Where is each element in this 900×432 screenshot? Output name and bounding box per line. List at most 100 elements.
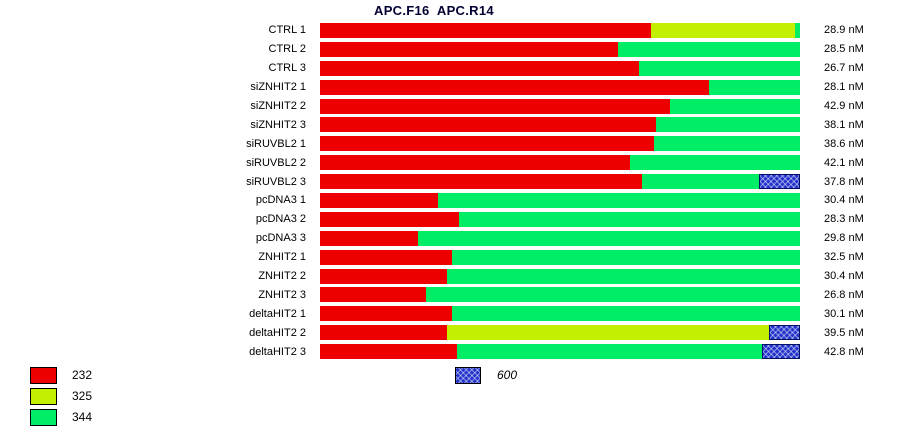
- stacked-bar: [320, 117, 800, 133]
- bar-segment-344: [452, 306, 800, 322]
- row-value: 42.8 nM: [824, 345, 864, 358]
- row-value: 30.4 nM: [824, 194, 864, 207]
- bar-segment-344: [437, 192, 800, 208]
- chart-row: deltaHIT2 2 39.5 nM: [0, 323, 864, 342]
- row-value: 38.1 nM: [824, 118, 864, 131]
- bar-segment-344: [418, 230, 800, 246]
- stacked-bar: [320, 98, 800, 114]
- bar-segment-344: [425, 287, 800, 303]
- bar-segment-232: [320, 98, 671, 114]
- row-value: 26.8 nM: [824, 288, 864, 301]
- row-value: 29.8 nM: [824, 232, 864, 245]
- bar-segment-344: [795, 22, 800, 38]
- row-value: 28.3 nM: [824, 213, 864, 226]
- stacked-bar: [320, 287, 800, 303]
- legend-label: 232: [72, 368, 93, 382]
- stacked-bar: [320, 174, 800, 190]
- chart-row: deltaHIT2 1 30.1 nM: [0, 304, 864, 323]
- bar-segment-232: [320, 268, 448, 284]
- bar-segment-344: [656, 117, 800, 133]
- bar-segment-600: [759, 174, 800, 190]
- bar-segment-232: [320, 22, 652, 38]
- bar-segment-600: [761, 344, 800, 360]
- legend-item: 344: [30, 408, 92, 426]
- stacked-bar: [320, 79, 800, 95]
- bar-segment-232: [320, 174, 642, 190]
- row-value: 42.9 nM: [824, 100, 864, 112]
- bar-segment-232: [320, 192, 438, 208]
- chart-row: siRUVBL2 1 38.6 nM: [0, 134, 864, 153]
- bar-segment-232: [320, 325, 448, 341]
- chart-row: pcDNA3 2 28.3 nM: [0, 210, 864, 229]
- bar-segment-344: [456, 344, 762, 360]
- stacked-bar: [320, 41, 800, 57]
- chart-row: deltaHIT2 3 42.8 nM: [0, 342, 864, 361]
- row-value: 32.5 nM: [824, 251, 864, 264]
- bar-segment-344: [653, 136, 800, 152]
- bar-segment-232: [320, 79, 709, 95]
- legend-600-swatch: [455, 366, 481, 384]
- row-value: 28.5 nM: [824, 43, 864, 56]
- chart-row: CTRL 3 26.7 nM: [0, 59, 864, 78]
- row-label: ZNHIT2 2: [258, 270, 306, 283]
- legend-item: 325: [30, 387, 92, 405]
- chart-row: siZNHIT2 1 28.1 nM: [0, 78, 864, 97]
- stacked-bar: [320, 249, 800, 265]
- stacked-bar: [320, 344, 800, 360]
- bar-segment-344: [459, 211, 800, 227]
- bar-segment-344: [639, 60, 800, 76]
- legend-600: 600: [455, 366, 517, 384]
- bar-segment-325: [651, 22, 796, 38]
- chart-row: siZNHIT2 3 38.1 nM: [0, 115, 864, 134]
- legend-swatch-344: [30, 408, 57, 426]
- bar-segment-344: [708, 79, 800, 95]
- row-label: deltaHIT2 1: [249, 307, 306, 320]
- stacked-bar: [320, 230, 800, 246]
- bar-segment-232: [320, 60, 640, 76]
- stacked-bar: [320, 192, 800, 208]
- legend-label: 325: [72, 389, 93, 403]
- stacked-bar: [320, 60, 800, 76]
- row-label: pcDNA3 3: [255, 232, 306, 245]
- legend-swatch-325: [30, 387, 57, 405]
- row-label: siRUVBL2 3: [246, 175, 306, 188]
- bar-segment-325: [447, 325, 769, 341]
- row-value: 39.5 nM: [824, 326, 864, 339]
- bar-segment-344: [617, 41, 800, 57]
- stacked-bar: [320, 155, 800, 171]
- chart-row: pcDNA3 1 30.4 nM: [0, 191, 864, 210]
- stacked-bar: [320, 22, 800, 38]
- bar-segment-232: [320, 306, 452, 322]
- row-label: ZNHIT2 1: [258, 251, 306, 264]
- row-value: 26.7 nM: [824, 62, 864, 75]
- row-label: deltaHIT2 2: [249, 326, 306, 339]
- chart-row: siRUVBL2 2 42.1 nM: [0, 153, 864, 172]
- chart-row: siZNHIT2 2 42.9 nM: [0, 97, 864, 116]
- bar-segment-232: [320, 211, 460, 227]
- chart-row: ZNHIT2 2 30.4 nM: [0, 267, 864, 286]
- row-label: CTRL 3: [268, 62, 307, 75]
- stacked-bar: [320, 306, 800, 322]
- legend-item: 232: [30, 366, 92, 384]
- row-value: 42.1 nM: [824, 156, 864, 169]
- row-value: 30.1 nM: [824, 307, 864, 320]
- bar-segment-232: [320, 155, 630, 171]
- row-label: ZNHIT2 3: [258, 288, 306, 301]
- legend-label: 344: [72, 410, 93, 424]
- chart-row: ZNHIT2 1 32.5 nM: [0, 248, 864, 267]
- bar-segment-232: [320, 136, 654, 152]
- bar-segment-232: [320, 230, 419, 246]
- bar-segment-232: [320, 41, 618, 57]
- row-value: 37.8 nM: [824, 175, 864, 188]
- row-label: siRUVBL2 1: [246, 137, 306, 150]
- bar-segment-344: [641, 174, 760, 190]
- row-label: deltaHIT2 3: [249, 345, 306, 358]
- bar-segment-232: [320, 117, 656, 133]
- legend-swatch-232: [30, 366, 57, 384]
- stacked-bar: [320, 211, 800, 227]
- row-value: 30.4 nM: [824, 270, 864, 283]
- bar-segment-232: [320, 249, 452, 265]
- chart-row: siRUVBL2 3 37.8 nM: [0, 172, 864, 191]
- bar-segment-344: [452, 249, 800, 265]
- bar-chart: CTRL 1 28.9 nM CTRL 2 28.5 nM CTRL 3 26.7 nM s…: [0, 21, 864, 361]
